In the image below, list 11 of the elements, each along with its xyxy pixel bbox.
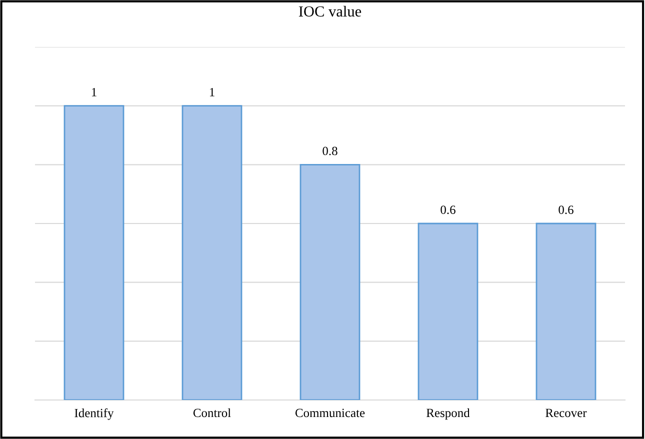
x-tick-label: Identify [74,408,114,420]
chart-title: IOC value [298,6,362,17]
x-tick-label: Respond [426,408,470,420]
data-label: 1 [92,88,96,96]
x-tick-label: Control [193,408,231,418]
x-tick-label: Recover [546,408,587,418]
data-label: 0.6 [558,206,574,214]
x-tick-label: Communicate [295,408,365,418]
data-label: 1 [210,88,214,96]
data-label: 0.6 [440,206,456,214]
data-label: 0.8 [322,146,338,156]
